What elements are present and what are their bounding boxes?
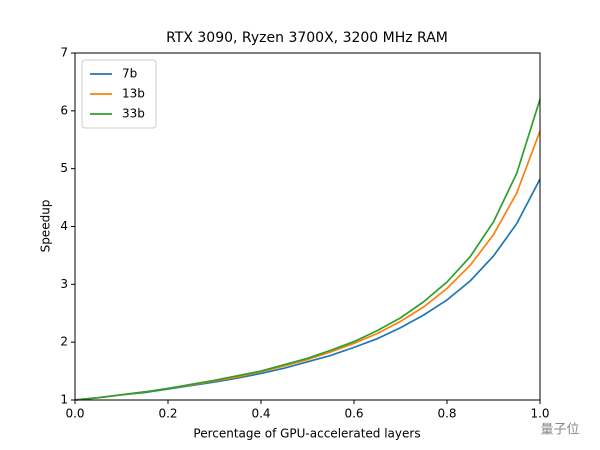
x-tick-label: 0.4 — [251, 407, 270, 421]
y-tick-label: 7 — [60, 46, 68, 60]
line-series — [74, 178, 541, 401]
legend-label: 33b — [122, 107, 145, 121]
legend-label: 13b — [122, 87, 145, 101]
x-tick-label: 0.0 — [65, 407, 84, 421]
legend-box — [81, 59, 157, 129]
x-tick-label: 1.0 — [530, 407, 549, 421]
line-series — [74, 130, 541, 401]
y-tick-label: 5 — [60, 161, 68, 175]
watermark: 量子位 — [540, 423, 579, 438]
y-tick-label: 3 — [60, 277, 68, 291]
legend-label: 7b — [122, 67, 137, 81]
x-axis-label: Percentage of GPU-accelerated layers — [193, 427, 420, 441]
y-axis-label: Speedup — [39, 200, 53, 253]
x-tick-label: 0.2 — [158, 407, 177, 421]
chart-title: RTX 3090, Ryzen 3700X, 3200 MHz RAM — [166, 30, 448, 46]
y-tick-label: 2 — [60, 335, 68, 349]
y-tick-label: 1 — [60, 393, 68, 407]
x-tick-label: 0.8 — [437, 407, 456, 421]
y-tick-label: 6 — [60, 103, 68, 117]
y-tick-label: 4 — [60, 219, 68, 233]
plot-frame — [74, 52, 541, 401]
x-tick-label: 0.6 — [344, 407, 363, 421]
line-series — [74, 99, 541, 401]
